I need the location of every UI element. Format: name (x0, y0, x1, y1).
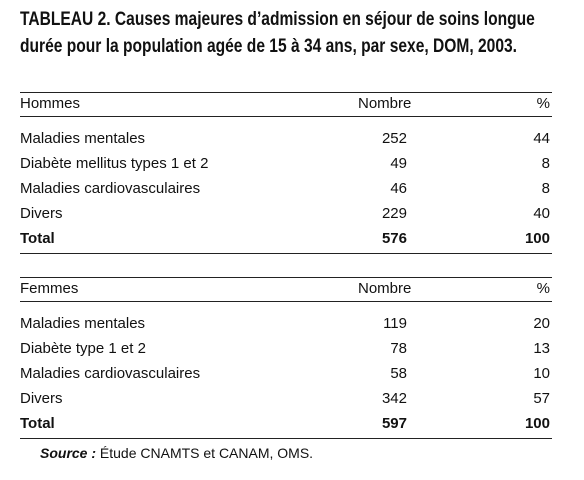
column-header: Nombre (358, 280, 412, 297)
rule (20, 301, 552, 302)
rule (20, 92, 552, 93)
cell-percent: 13 (533, 340, 550, 357)
row-label: Divers (20, 390, 63, 407)
rule (20, 116, 552, 117)
total-percent: 100 (524, 230, 550, 247)
column-header: % (536, 95, 550, 112)
cell-percent: 8 (541, 180, 550, 197)
total-percent: 100 (524, 415, 550, 432)
cell-percent: 57 (533, 390, 550, 407)
cell-percent: 10 (533, 365, 550, 382)
column-header: Nombre (358, 95, 412, 112)
total-number: 597 (381, 415, 407, 432)
cell-percent: 40 (533, 205, 550, 222)
row-label: Divers (20, 205, 63, 222)
row-label: Diabète type 1 et 2 (20, 340, 146, 357)
cell-number: 49 (390, 155, 407, 172)
total-label: Total (20, 230, 55, 247)
source: Source : Étude CNAMTS et CANAM, OMS. (40, 445, 313, 461)
rule (20, 277, 552, 278)
cell-number: 342 (381, 390, 407, 407)
cell-number: 119 (383, 315, 407, 332)
source-text: Étude CNAMTS et CANAM, OMS. (99, 445, 314, 461)
column-header: Hommes (20, 95, 81, 112)
row-label: Maladies mentales (20, 315, 146, 332)
rule (20, 438, 552, 439)
column-header: Femmes (20, 280, 79, 297)
cell-number: 46 (390, 180, 407, 197)
cell-number: 252 (381, 130, 407, 147)
row-label: Diabète mellitus types 1 et 2 (20, 155, 209, 172)
cell-number: 229 (381, 205, 407, 222)
cell-percent: 20 (533, 315, 550, 332)
cell-percent: 8 (541, 155, 550, 172)
rule (20, 253, 552, 254)
cell-number: 78 (390, 340, 407, 357)
cell-percent: 44 (533, 130, 550, 147)
table-title: TABLEAU 2. Causes majeures d’admission e… (20, 9, 535, 57)
cell-number: 58 (390, 365, 407, 382)
row-label: Maladies cardiovasculaires (20, 365, 201, 382)
total-number: 576 (381, 230, 407, 247)
row-label: Maladies mentales (20, 130, 146, 147)
total-label: Total (20, 415, 55, 432)
source-label: Source : (40, 445, 97, 461)
column-header: % (536, 280, 550, 297)
row-label: Maladies cardiovasculaires (20, 180, 201, 197)
